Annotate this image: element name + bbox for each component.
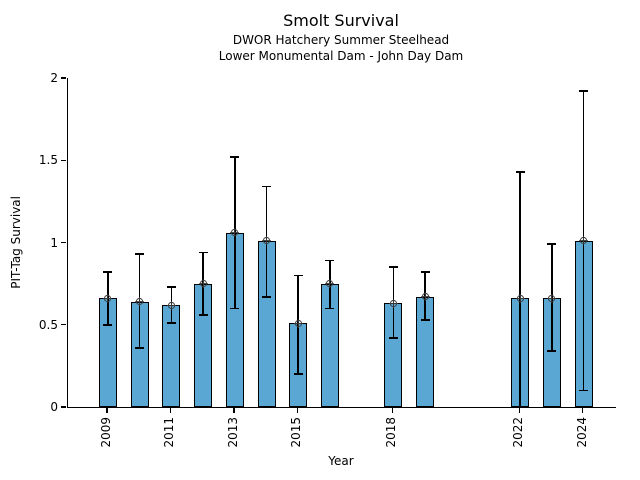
error-bar-cap-top [198,251,208,254]
point-marker-icon [547,294,557,303]
plot-area [67,78,616,408]
error-bar-cap-bottom [388,337,398,339]
error-bar-cap-bottom [293,373,303,375]
y-tick [61,406,66,408]
error-bar-cap-top [166,286,176,288]
error-bar-cap-top [230,156,240,158]
x-tick [296,408,298,413]
error-bar-cap-top [135,253,145,255]
x-tick [581,408,584,413]
error-bar-cap-top [547,243,557,245]
x-tick-label: 2018 [384,417,399,448]
point-marker-icon [325,279,335,288]
point-marker-icon [135,297,144,307]
error-bar-cap-bottom [166,322,176,324]
error-bar-cap-top [515,171,525,173]
point-marker-icon [389,299,398,308]
y-tick-label: 0 [50,400,58,414]
error-bar-cap-bottom [515,406,525,408]
x-tick-label: 2013 [225,417,240,448]
error-bar-cap-top [325,259,335,262]
error-bar-cap-bottom [420,319,430,321]
x-tick-label: 2022 [511,417,526,448]
point-marker-icon [262,236,271,246]
point-marker-icon [103,294,113,303]
point-marker-icon [579,236,588,246]
error-bar-cap-top [579,90,589,92]
chart-title: Smolt Survival [283,11,399,30]
y-tick [61,241,66,244]
error-bar-cap-bottom [103,324,113,326]
point-marker-icon [420,292,430,302]
point-marker-icon [198,279,208,288]
x-axis-title: Year [328,454,354,468]
chart-subtitle-line2: Lower Monumental Dam - John Day Dam [218,49,464,63]
point-marker-icon [230,228,240,237]
x-tick-label: 2024 [574,417,589,448]
error-bar-cap-bottom [579,389,589,392]
error-bar-cap-top [388,266,398,268]
y-tick-label: 0.5 [38,317,58,332]
error-bar-cap-top [103,271,113,273]
error-bar-cap-bottom [262,296,272,298]
y-tick [61,324,66,326]
error-bar-cap-top [262,185,272,188]
error-bar-cap-bottom [325,307,335,310]
y-tick [61,159,66,161]
x-tick [106,408,108,413]
error-bar-cap-top [420,271,430,273]
x-tick [391,408,394,413]
point-marker-icon [293,318,303,328]
x-tick [233,408,235,413]
error-bar [519,171,521,407]
chart-subtitle-line1: DWOR Hatchery Summer Steelhead [232,33,450,47]
x-tick-label: 2015 [289,417,304,448]
error-bar-cap-bottom [198,314,208,316]
error-bar-cap-top [293,274,303,277]
x-tick [518,408,520,413]
y-tick-label: 2 [50,71,58,85]
x-tick [169,408,172,413]
x-tick-label: 2011 [162,417,177,448]
error-bar-cap-bottom [230,307,240,310]
point-marker-icon [515,294,525,303]
y-tick-label: 1.5 [38,153,58,168]
y-tick [61,77,66,79]
x-tick-label: 2009 [98,417,113,448]
error-bar-cap-bottom [547,350,557,352]
point-marker-icon [167,300,176,310]
error-bar-cap-bottom [135,347,145,349]
y-tick-label: 1 [50,235,58,250]
